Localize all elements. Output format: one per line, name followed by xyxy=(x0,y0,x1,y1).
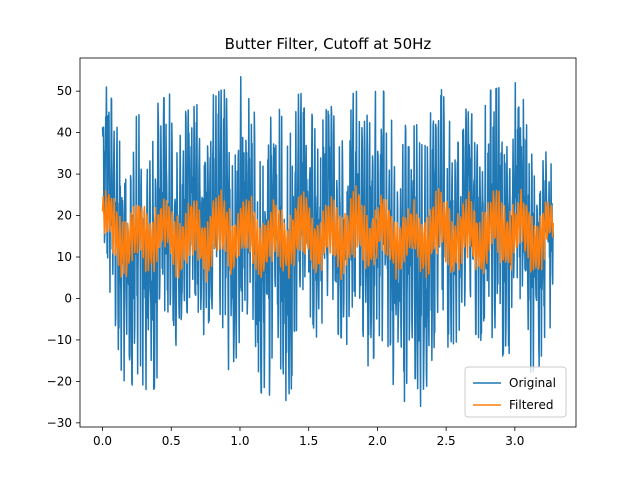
y-tick-label: 50 xyxy=(57,84,72,98)
x-tick-label: 2.0 xyxy=(368,434,387,448)
x-tick-label: 3.0 xyxy=(505,434,524,448)
plot-area xyxy=(101,76,555,408)
legend: Original Filtered xyxy=(464,366,567,418)
legend-label-original: Original xyxy=(509,376,556,390)
x-tick-label: 0.0 xyxy=(93,434,112,448)
y-tick-label: −20 xyxy=(47,374,72,388)
y-tick-label: 20 xyxy=(57,209,72,223)
y-tick-label: 30 xyxy=(57,167,72,181)
legend-label-filtered: Filtered xyxy=(509,398,553,412)
x-tick-label: 0.5 xyxy=(162,434,181,448)
axes-frame xyxy=(79,57,577,428)
x-tick-label: 1.0 xyxy=(230,434,249,448)
y-tick-label: 10 xyxy=(57,250,72,264)
x-tick-label: 1.5 xyxy=(299,434,318,448)
series-line-filtered xyxy=(101,185,555,283)
y-tick-label: −30 xyxy=(47,416,72,430)
y-tick-label: 40 xyxy=(57,126,72,140)
x-tick-label: 2.5 xyxy=(437,434,456,448)
y-tick-label: −10 xyxy=(47,333,72,347)
chart-title: Butter Filter, Cutoff at 50Hz xyxy=(225,35,432,53)
y-tick-label: 0 xyxy=(64,291,72,305)
axes: 0.0 0.5 1.0 1.5 2.0 2.5 3.0 −30 −20 −10 0 10 20 30 40 5… xyxy=(47,57,577,448)
